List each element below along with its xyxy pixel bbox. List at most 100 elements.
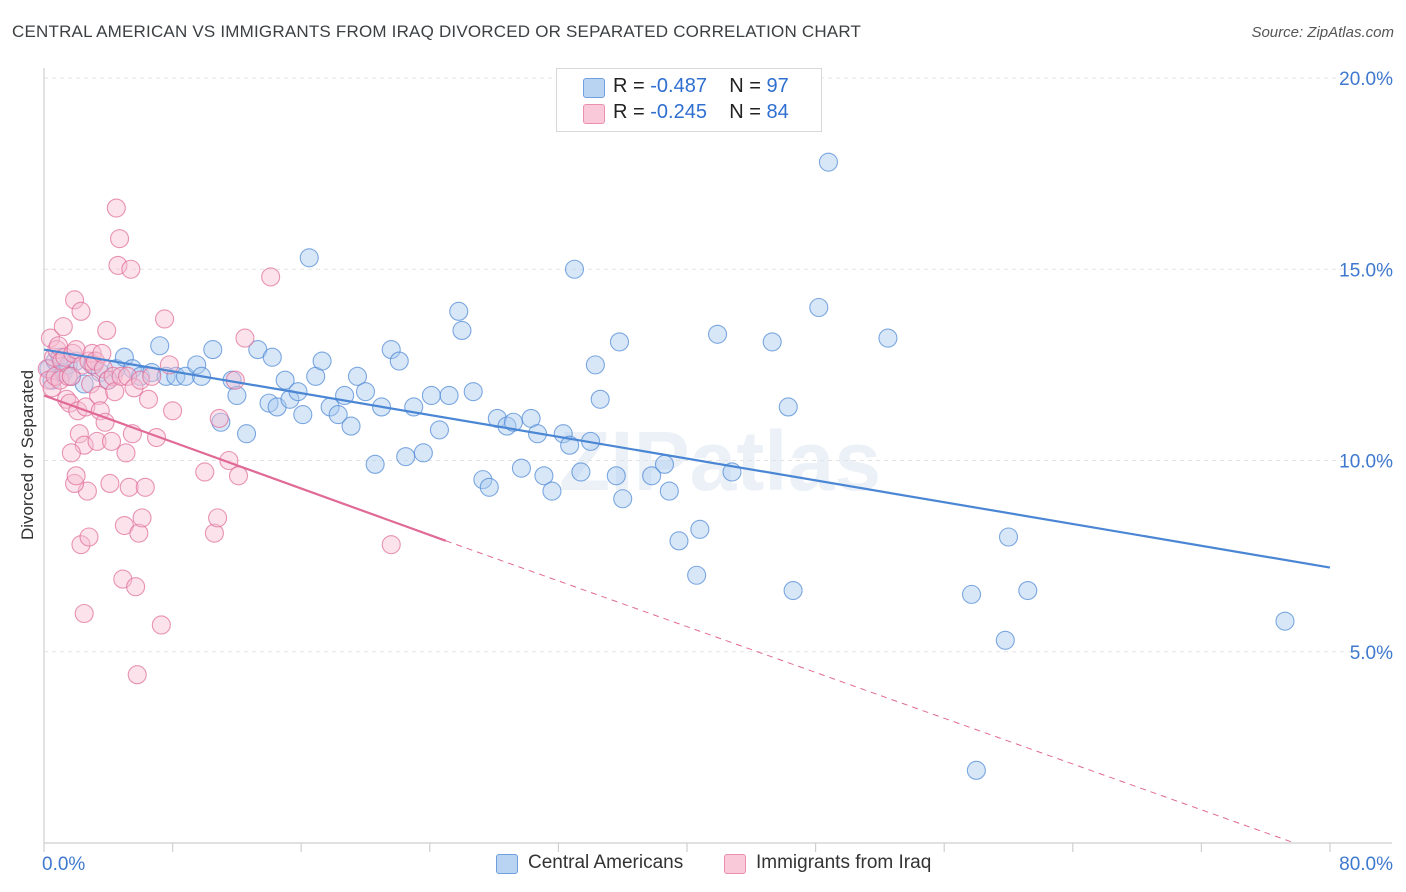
legend-n-value: 84 <box>766 101 789 123</box>
data-point <box>511 458 531 478</box>
correlation-legend: R = -0.487 N = 97 R = -0.245 N = 84 <box>556 68 822 132</box>
data-point <box>347 366 368 386</box>
data-point <box>421 385 441 406</box>
tick-labels: 5.0% 10.0% 15.0% 20.0% 0.0% 80.0% <box>42 69 1393 875</box>
data-point <box>590 389 610 409</box>
data-point <box>235 328 255 348</box>
data-point <box>669 531 689 551</box>
data-point <box>60 393 80 413</box>
data-point <box>106 198 126 218</box>
bottom-legend-label: Central Americans <box>528 852 684 873</box>
data-point <box>103 366 123 386</box>
trend-line <box>43 348 1331 569</box>
data-point <box>110 229 130 249</box>
data-point <box>127 665 147 685</box>
legend-n-value: 97 <box>766 75 789 97</box>
series-immigrants-from-iraq <box>37 198 401 685</box>
data-point <box>42 378 62 398</box>
x-tick-label: 80.0% <box>1339 854 1393 875</box>
series-central-americans <box>39 152 1295 780</box>
trend-line-extrapolated <box>445 540 1295 844</box>
data-points <box>37 152 1295 780</box>
data-point <box>126 577 146 597</box>
data-point <box>129 523 149 543</box>
data-point <box>479 477 499 497</box>
bottom-legend-swatch <box>724 854 746 874</box>
chart-title: CENTRAL AMERICAN VS IMMIGRANTS FROM IRAQ… <box>12 22 862 41</box>
data-point <box>690 519 710 539</box>
data-point <box>71 535 91 555</box>
data-point <box>449 301 469 321</box>
data-point <box>203 340 223 360</box>
data-point <box>64 290 85 310</box>
data-point <box>108 255 128 275</box>
chart-source: Source: ZipAtlas.com <box>1251 24 1394 41</box>
data-point <box>87 431 107 451</box>
data-point <box>783 580 803 601</box>
data-point <box>195 462 215 482</box>
data-point <box>142 366 162 386</box>
data-point <box>654 454 675 474</box>
data-point <box>381 535 401 555</box>
axes <box>43 68 1392 852</box>
data-point <box>119 477 139 497</box>
data-point <box>473 470 493 490</box>
data-point <box>64 473 85 494</box>
legend-swatch-immigrants-from-iraq <box>583 104 605 124</box>
data-point <box>262 347 282 367</box>
data-point <box>961 584 982 604</box>
data-point <box>208 508 228 528</box>
legend-r-value: -0.487 <box>650 75 707 97</box>
data-point <box>809 297 829 318</box>
bottom-legend-swatch <box>496 854 518 874</box>
data-point <box>642 466 662 486</box>
data-point <box>312 351 332 371</box>
data-point <box>585 355 605 375</box>
data-point <box>778 397 798 417</box>
data-point <box>204 523 224 543</box>
data-point <box>151 615 171 635</box>
grid-lines <box>44 77 1392 653</box>
legend-n-label: N = <box>729 75 767 97</box>
data-point <box>293 405 313 425</box>
data-point <box>61 366 81 386</box>
data-point <box>89 385 109 406</box>
data-point <box>613 489 633 509</box>
data-point <box>396 447 416 467</box>
data-point <box>389 351 409 371</box>
data-point <box>71 301 91 321</box>
data-point <box>74 603 94 624</box>
data-point <box>261 267 281 287</box>
data-point <box>606 466 626 486</box>
data-point <box>659 481 679 501</box>
legend-r-label: R = <box>613 75 651 97</box>
data-point <box>560 435 580 455</box>
watermark: ZIPatlas <box>559 414 881 508</box>
data-point <box>146 427 167 448</box>
data-point <box>995 630 1015 650</box>
data-point <box>429 420 449 440</box>
data-point <box>365 454 385 474</box>
bottom-legend-label: Immigrants from Iraq <box>756 852 932 873</box>
data-point <box>707 324 728 344</box>
legend-swatch-central-americans <box>583 78 605 98</box>
trend-line <box>43 394 447 542</box>
data-point <box>163 401 183 421</box>
data-point <box>66 466 86 486</box>
data-point <box>341 416 361 436</box>
data-point <box>1275 611 1295 631</box>
data-point <box>135 477 155 497</box>
data-point <box>124 378 144 398</box>
data-point <box>209 408 229 428</box>
data-point <box>101 431 122 451</box>
data-point <box>53 317 73 337</box>
data-point <box>150 336 170 356</box>
data-point <box>328 405 348 425</box>
data-point <box>452 320 472 341</box>
data-point <box>95 412 115 432</box>
legend-r-value: -0.245 <box>650 101 707 123</box>
data-point <box>762 332 782 352</box>
data-point <box>275 370 295 390</box>
trend-lines <box>43 348 1331 844</box>
data-point <box>97 320 117 341</box>
